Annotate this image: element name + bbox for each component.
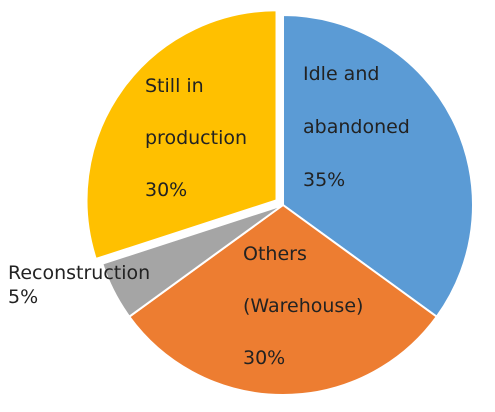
pie-slice bbox=[127, 203, 439, 396]
category-label: Idle and abandoned bbox=[303, 63, 410, 138]
category-label: Still in production bbox=[145, 75, 248, 149]
pie-slice bbox=[282, 13, 474, 319]
value-label: 30% bbox=[243, 347, 286, 369]
pie-slice bbox=[101, 204, 284, 319]
category-label: Others (Warehouse) bbox=[243, 243, 364, 317]
value-label: 30% bbox=[145, 179, 188, 201]
slice-label: Idle and abandoned 35% bbox=[303, 48, 438, 207]
slice-label: Others (Warehouse) 30% bbox=[243, 228, 403, 384]
category-label: Reconstruction bbox=[8, 262, 151, 284]
slice-label: Still in production 30% bbox=[145, 60, 280, 216]
value-label: 35% bbox=[303, 169, 346, 191]
pie-slice bbox=[85, 9, 278, 261]
slice-label: Reconstruction 5% bbox=[8, 261, 188, 309]
value-label: 5% bbox=[8, 286, 39, 308]
